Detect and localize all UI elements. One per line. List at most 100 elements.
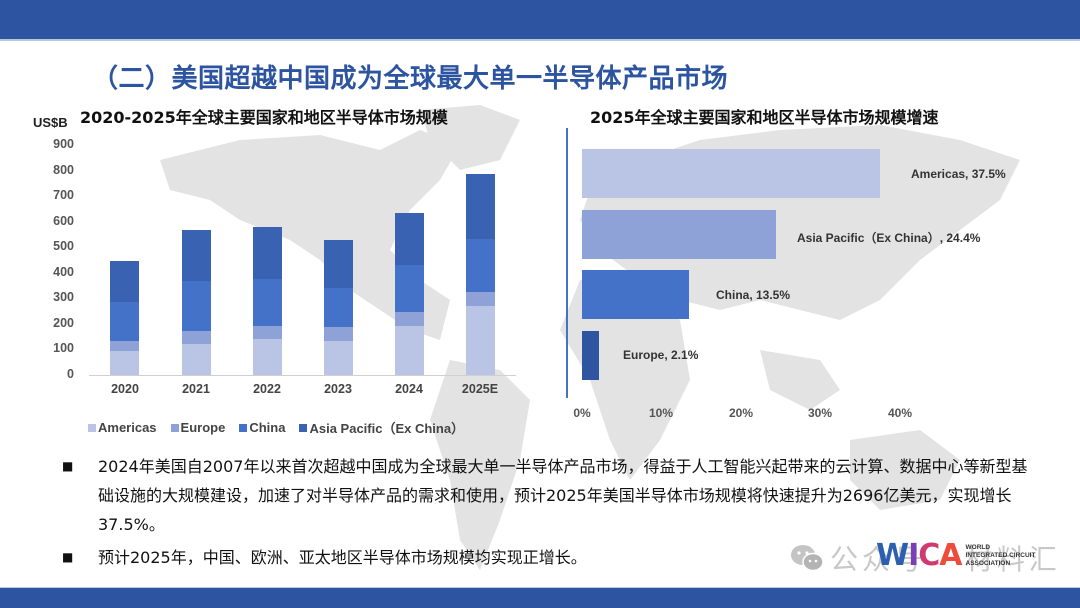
legend-item-europe: Europe: [170, 418, 226, 437]
square-bullet-icon: ■: [62, 459, 74, 473]
y-tick: 500: [53, 239, 74, 253]
x-tick: 2023: [324, 382, 352, 396]
x-tick: 2024: [395, 382, 423, 396]
footer-bar: [0, 587, 1080, 608]
legend-label: Europe: [180, 420, 226, 435]
bar-segment-europe: [395, 312, 424, 326]
legend-item-china: China: [239, 418, 285, 437]
growth-bar-americas: [582, 149, 881, 198]
bar-segment-americas: [395, 325, 424, 375]
y-tick: 0: [67, 367, 74, 381]
x-tick: 40%: [887, 406, 913, 420]
x-tick: 2020: [111, 382, 139, 396]
legend-swatch-china: [239, 423, 248, 432]
y-tick: 100: [53, 341, 74, 355]
data-label-china: China, 13.5%: [716, 288, 791, 302]
bar-segment-americas: [466, 305, 495, 375]
legend-label: Asia Pacific（Ex China）: [309, 421, 465, 436]
y-tick: 300: [53, 290, 74, 304]
legend-item-asia-pacific: Asia Pacific（Ex China）: [299, 418, 464, 437]
logo-letter: A: [939, 538, 962, 573]
data-label-europe: Europe, 2.1%: [623, 348, 699, 362]
y-tick: 400: [53, 265, 74, 279]
bar-segment-asia-pacific: [110, 261, 139, 302]
square-bullet-icon: ■: [62, 550, 74, 564]
data-label-asia-pacific: Asia Pacific（Ex China）, 24.4%: [797, 231, 981, 245]
stacked-bar-2020: [110, 261, 139, 375]
x-tick: 10%: [648, 406, 674, 420]
bar-segment-china: [182, 280, 211, 332]
bar-segment-china: [466, 238, 495, 292]
bar-segment-americas: [110, 350, 139, 375]
right-chart-title: 2025年全球主要国家和地区半导体市场规模增速: [590, 108, 939, 127]
header-bar: [0, 0, 1080, 41]
growth-bar-europe: [582, 331, 599, 380]
legend-label: Americas: [98, 420, 157, 435]
bar-segment-asia-pacific: [253, 226, 282, 279]
bar-segment-china: [395, 265, 424, 313]
watermark: 公众号 · 材料汇: [790, 538, 1061, 578]
bar-segment-europe: [182, 331, 211, 344]
bar-segment-europe: [466, 291, 495, 306]
logo-sub-line: WORLD: [965, 543, 991, 551]
chart-legend: Americas Europe China Asia Pacific（Ex Ch…: [88, 418, 464, 437]
logo-subtitle: WORLD INTEGRATED CIRCUIT ASSOCIATION: [966, 544, 1036, 568]
stacked-bar-2024: [395, 212, 424, 375]
bar-segment-asia-pacific: [182, 230, 211, 281]
wechat-icon: [791, 545, 824, 572]
bullet-list: ■ 2024年美国自2007年以来首次超越中国成为全球最大单一半导体产品市场，得…: [62, 452, 1042, 572]
data-label-americas: Americas, 37.5%: [911, 167, 1006, 181]
watermark-text: 公众号 · 材料汇: [830, 543, 1061, 576]
bar-segment-asia-pacific: [324, 239, 353, 288]
growth-bar-china: [582, 270, 690, 319]
bullet-text: 2024年美国自2007年以来首次超越中国成为全球最大单一半导体产品市场，得益于…: [98, 457, 1028, 534]
y-tick: 600: [53, 214, 74, 228]
logo-wordmark: WICA: [876, 538, 963, 573]
logo-sub-line: INTEGRATED CIRCUIT: [965, 551, 1036, 559]
y-tick: 700: [53, 188, 74, 202]
wica-logo: WICA WORLD INTEGRATED CIRCUIT ASSOCIATIO…: [876, 538, 1035, 573]
stacked-bar-2023: [324, 239, 353, 375]
y-tick: 200: [53, 316, 74, 330]
bar-segment-asia-pacific: [395, 212, 424, 266]
logo-letter: I: [908, 538, 919, 573]
page-title: （二）美国超越中国成为全球最大单一半导体产品市场: [92, 64, 729, 94]
x-tick: 20%: [728, 406, 754, 420]
y-axis-unit: US$B: [33, 115, 68, 130]
bullet-item: ■ 2024年美国自2007年以来首次超越中国成为全球最大单一半导体产品市场，得…: [62, 452, 1042, 539]
legend-item-americas: Americas: [88, 418, 157, 437]
x-tick: 2022: [253, 382, 281, 396]
bar-segment-americas: [182, 343, 211, 375]
x-tick: 2021: [182, 382, 210, 396]
bar-segment-china: [324, 287, 353, 327]
bar-segment-americas: [253, 338, 282, 375]
bar-segment-europe: [110, 341, 139, 351]
logo-sub-line: ASSOCIATION: [965, 559, 1011, 567]
x-axis-line: [89, 375, 516, 376]
stacked-bar-2021: [182, 230, 211, 375]
bullet-text: 预计2025年，中国、欧洲、亚太地区半导体市场规模均实现正增长。: [98, 548, 587, 567]
bar-segment-asia-pacific: [466, 174, 495, 239]
x-tick: 30%: [807, 406, 833, 420]
legend-swatch-europe: [170, 423, 179, 432]
logo-letter: C: [918, 538, 940, 573]
logo-letter: W: [876, 538, 909, 573]
legend-label: China: [249, 420, 286, 435]
y-tick: 800: [53, 163, 74, 177]
legend-swatch-asia-pacific: [299, 423, 308, 432]
y-axis-line: [566, 128, 568, 398]
stacked-bar-2025E: [466, 174, 495, 375]
growth-bar-asia-pacific: [582, 210, 776, 259]
bar-segment-europe: [324, 326, 353, 342]
bar-segment-china: [253, 278, 282, 326]
bar-segment-europe: [253, 325, 282, 339]
bar-segment-americas: [324, 341, 353, 375]
x-tick: 2025E: [461, 382, 499, 396]
legend-swatch-americas: [88, 423, 96, 432]
stacked-bar-2022: [253, 226, 282, 375]
x-tick: 0%: [573, 406, 591, 420]
y-tick: 900: [53, 137, 74, 151]
bar-segment-china: [110, 301, 139, 342]
left-chart-title: 2020-2025年全球主要国家和地区半导体市场规模: [80, 108, 448, 127]
bullet-item: ■ 预计2025年，中国、欧洲、亚太地区半导体市场规模均实现正增长。: [62, 543, 1042, 572]
